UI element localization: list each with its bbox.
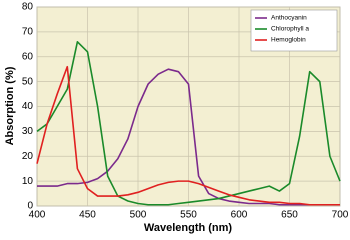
y-tick-label: 50: [22, 76, 34, 87]
y-tick-label: 20: [22, 151, 34, 162]
series-line: [36, 65, 340, 206]
legend-label: Hemoglobin: [271, 37, 306, 44]
x-tick-label: 600: [231, 210, 248, 221]
y-tick-label: 30: [22, 126, 34, 137]
y-tick-label: 80: [22, 2, 34, 13]
legend-label: Anthocyanin: [271, 15, 307, 22]
x-tick-label: 400: [29, 210, 46, 221]
x-axis-title: Wavelength (nm): [144, 222, 233, 234]
legend-box: [250, 9, 338, 52]
y-tick-label: 0: [27, 201, 33, 212]
y-tick-label: 10: [22, 176, 34, 187]
x-tick-label: 500: [130, 210, 147, 221]
x-tick-label: 650: [281, 210, 298, 221]
y-tick-label: 60: [22, 51, 34, 62]
x-tick-label: 700: [332, 210, 349, 221]
series-line: [36, 41, 341, 206]
y-axis-title: Absorption (%): [4, 66, 16, 145]
x-tick-label: 450: [79, 210, 96, 221]
legend-label: Chlorophyll a: [271, 26, 309, 33]
y-tick-label: 40: [22, 101, 34, 112]
series-line: [37, 68, 340, 206]
y-tick-label: 70: [22, 27, 34, 38]
x-tick-label: 550: [180, 210, 197, 221]
